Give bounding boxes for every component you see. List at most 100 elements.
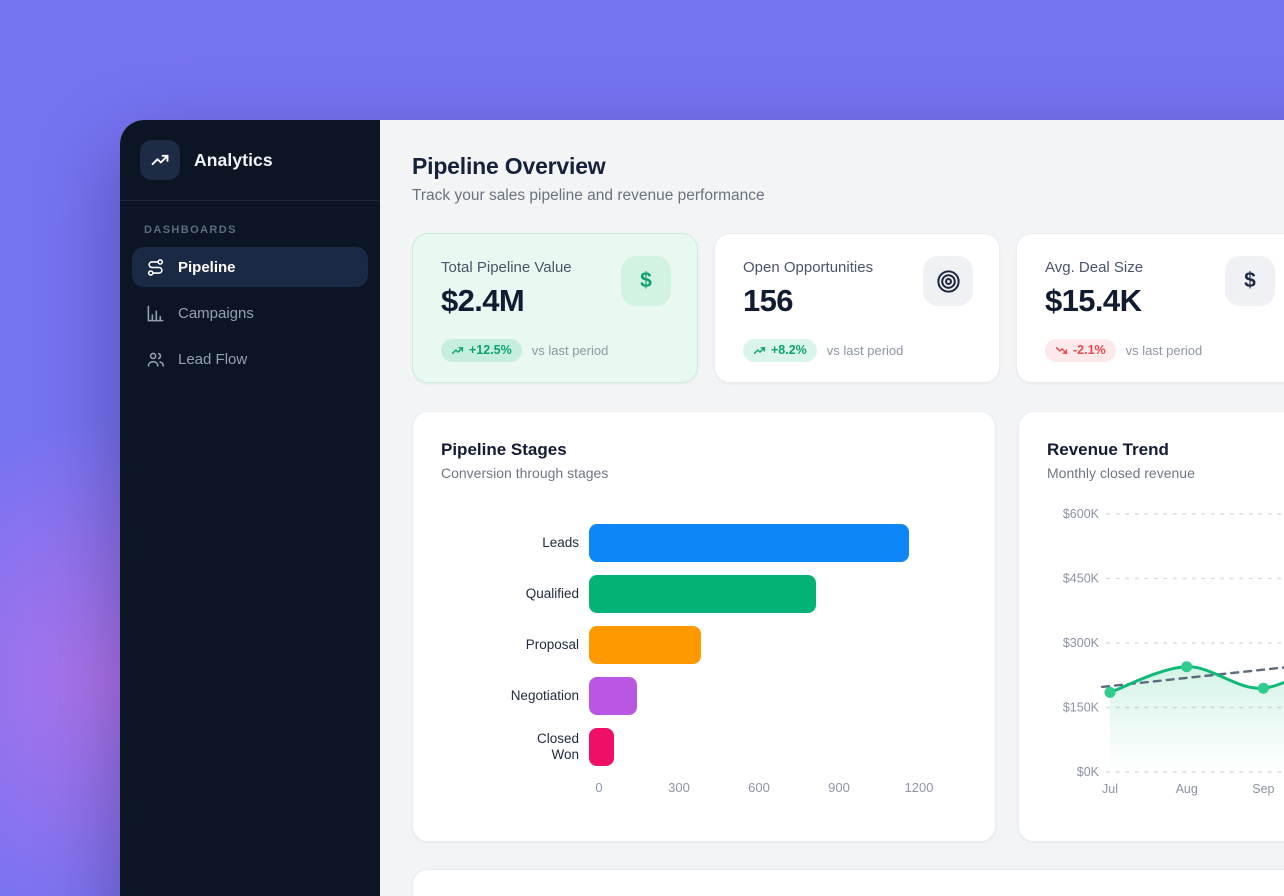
bar-label: Leads: [542, 534, 579, 550]
sidebar-item-label: Lead Flow: [178, 350, 248, 368]
revenue-line: [1108, 665, 1284, 694]
page-title: Pipeline Overview: [412, 153, 606, 179]
bar-label: Qualified: [525, 585, 579, 601]
trend-dashed-line: [1100, 666, 1284, 689]
chart-title: Pipeline Stages: [441, 440, 567, 459]
sidebar-item-label: Campaigns: [178, 304, 254, 322]
charts-row: Pipeline Stages Conversion through stage…: [412, 411, 1284, 842]
bottom-card-partial: [412, 869, 1284, 896]
stat-footer: -2.1% vs last period: [1045, 339, 1273, 362]
trending-down-icon: [1055, 344, 1068, 357]
stat-value: 156: [743, 283, 794, 318]
bar-label: Closed Won: [536, 730, 579, 762]
stat-label: Total Pipeline Value: [441, 259, 572, 276]
revenue-area: [1110, 666, 1284, 772]
y-axis-tick-label: $300K: [1063, 636, 1100, 650]
stat-footer: +8.2% vs last period: [743, 339, 971, 362]
y-axis-tick-label: $450K: [1063, 572, 1100, 586]
bar-row-qualified: Qualified: [441, 575, 967, 613]
y-axis-tick-label: $150K: [1063, 701, 1100, 715]
stats-row: Total Pipeline Value $2.4M +12.5% vs last p…: [412, 233, 1284, 383]
x-axis-tick: 1200: [904, 780, 934, 795]
x-axis-month-label: Sep: [1252, 782, 1274, 796]
chart-subtitle: Monthly closed revenue: [1047, 465, 1195, 481]
delta-badge: +8.2%: [743, 339, 817, 362]
sidebar-section-label: DASHBOARDS: [144, 224, 237, 236]
trending-up-icon: [451, 344, 464, 357]
sidebar-item-lead-flow[interactable]: Lead Flow: [132, 339, 368, 379]
app-window: Analytics DASHBOARDS Pipeline Campaigns Le…: [120, 120, 1284, 896]
compare-label: vs last period: [826, 343, 904, 358]
compare-label: vs last period: [531, 343, 609, 358]
stat-value: $15.4K: [1045, 283, 1142, 318]
trending-up-icon: [140, 140, 180, 180]
bar-row-leads: Leads: [441, 524, 967, 562]
data-point-jul: [1104, 686, 1116, 698]
bar-negotiation: [589, 677, 637, 715]
stat-card-open-opportunities: Open Opportunities 156 +8.2% vs last period: [714, 233, 1000, 383]
chart-subtitle: Conversion through stages: [441, 465, 609, 481]
route-icon: [146, 258, 165, 277]
bar-label: Proposal: [525, 636, 579, 652]
brand: Analytics: [120, 120, 380, 200]
x-axis-month-label: Aug: [1176, 782, 1198, 796]
bar-chart-x-axis: 0 300 600 900 1200: [595, 780, 933, 798]
bar-chart-icon: [146, 304, 165, 323]
x-axis-tick: 300: [668, 780, 690, 795]
stat-label: Avg. Deal Size: [1045, 259, 1144, 276]
delta-badge: +12.5%: [441, 339, 522, 362]
x-axis-tick: 900: [828, 780, 850, 795]
delta-value: +8.2%: [771, 343, 807, 358]
brand-name: Analytics: [194, 149, 273, 170]
pipeline-stages-card: Pipeline Stages Conversion through stage…: [412, 411, 996, 842]
bar-row-negotiation: Negotiation: [441, 677, 967, 715]
bar-label: Negotiation: [510, 687, 579, 703]
dollar-icon: $: [621, 256, 671, 306]
revenue-trend-line-chart: $600K $450K $300K $150K $0K Jul Aug Sep: [1047, 493, 1284, 806]
data-point-aug: [1181, 661, 1193, 673]
chart-title: Revenue Trend: [1047, 440, 1169, 459]
bar-qualified: [589, 575, 816, 613]
stat-footer: +12.5% vs last period: [441, 339, 669, 362]
users-icon: [146, 350, 165, 369]
trending-up-icon: [753, 344, 766, 357]
bar-proposal: [589, 626, 701, 664]
delta-value: -2.1%: [1073, 343, 1106, 358]
revenue-trend-card: Revenue Trend Monthly closed revenue $60…: [1018, 411, 1284, 842]
stat-card-total-pipeline-value: Total Pipeline Value $2.4M +12.5% vs last p…: [412, 233, 698, 383]
main-content: Pipeline Overview Track your sales pipel…: [380, 120, 1284, 896]
dollar-icon: $: [1225, 256, 1275, 306]
y-axis-tick-label: $600K: [1063, 507, 1100, 521]
x-axis-tick: 600: [748, 780, 770, 795]
data-point-sep: [1257, 682, 1269, 694]
delta-badge: -2.1%: [1045, 339, 1116, 362]
bar-track: [589, 728, 911, 766]
bar-row-proposal: Proposal: [441, 626, 967, 664]
sidebar-item-campaigns[interactable]: Campaigns: [132, 293, 368, 333]
x-axis-tick: 0: [595, 780, 603, 795]
target-icon: [923, 256, 973, 306]
page-subtitle: Track your sales pipeline and revenue pe…: [412, 187, 765, 204]
sidebar-item-pipeline[interactable]: Pipeline: [132, 247, 368, 287]
x-axis-month-label: Jul: [1102, 782, 1118, 796]
sidebar-item-label: Pipeline: [178, 258, 236, 276]
bar-row-closed-won: Closed Won: [441, 728, 967, 766]
compare-label: vs last period: [1125, 343, 1203, 358]
bar-leads: [589, 524, 909, 562]
pipeline-stages-bar-chart: Leads Qualified Proposal Negotiation Closed W…: [441, 524, 967, 766]
bar-closed-won: [589, 728, 614, 766]
bar-track: [589, 626, 911, 664]
stat-value: $2.4M: [441, 283, 525, 318]
bar-track: [589, 677, 911, 715]
bar-track: [589, 575, 911, 613]
sidebar-nav: Pipeline Campaigns Lead Flow: [120, 247, 380, 379]
sidebar: Analytics DASHBOARDS Pipeline Campaigns Le…: [120, 120, 380, 896]
stat-card-avg-deal-size: Avg. Deal Size $15.4K -2.1% vs last period $: [1016, 233, 1284, 383]
sidebar-divider: [120, 200, 380, 201]
delta-value: +12.5%: [469, 343, 512, 358]
bar-track: [589, 524, 911, 562]
y-axis-tick-label: $0K: [1077, 765, 1100, 779]
stat-label: Open Opportunities: [743, 259, 874, 276]
